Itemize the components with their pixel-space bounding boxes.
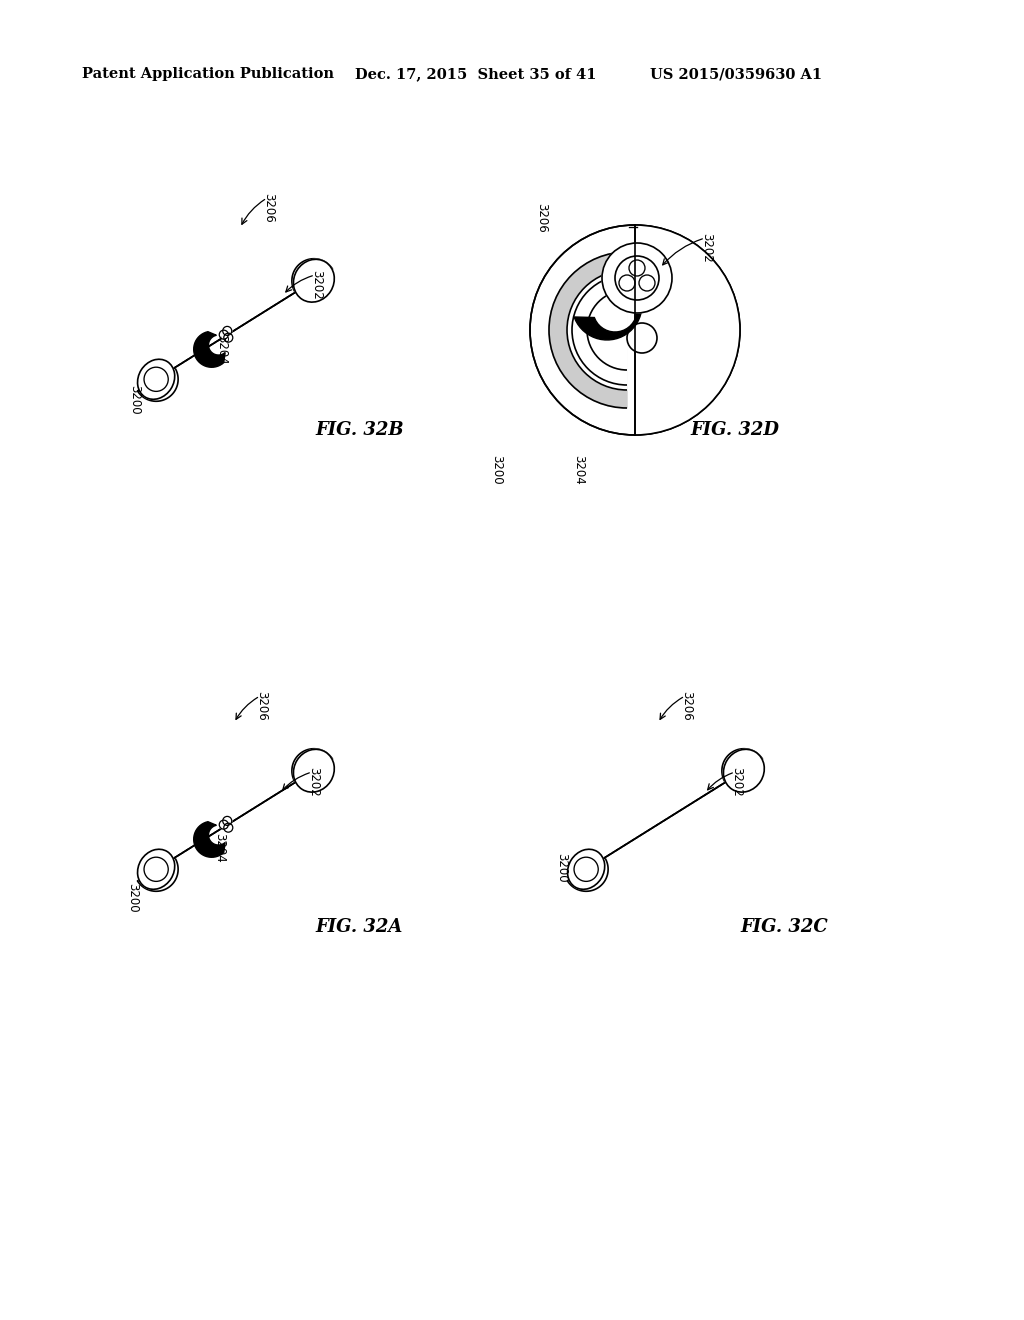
Polygon shape xyxy=(194,331,225,367)
Circle shape xyxy=(629,260,645,276)
Text: US 2015/0359630 A1: US 2015/0359630 A1 xyxy=(650,67,822,81)
Circle shape xyxy=(144,367,168,392)
Circle shape xyxy=(574,857,598,882)
Text: 3200: 3200 xyxy=(128,385,141,414)
Circle shape xyxy=(223,326,231,335)
Text: 3204: 3204 xyxy=(572,455,585,484)
Text: Patent Application Publication: Patent Application Publication xyxy=(82,67,334,81)
Polygon shape xyxy=(147,759,323,882)
Ellipse shape xyxy=(294,750,334,792)
Circle shape xyxy=(602,243,672,313)
Circle shape xyxy=(530,224,740,436)
Text: 3202: 3202 xyxy=(730,767,743,797)
Text: 3202: 3202 xyxy=(307,767,319,797)
Wedge shape xyxy=(587,290,627,370)
Text: 3206: 3206 xyxy=(535,203,548,232)
Polygon shape xyxy=(194,821,225,857)
Polygon shape xyxy=(567,748,763,891)
Ellipse shape xyxy=(567,849,605,890)
Circle shape xyxy=(219,330,228,339)
Text: 3200: 3200 xyxy=(555,853,568,883)
Text: 3202: 3202 xyxy=(310,271,323,300)
Text: 3202: 3202 xyxy=(700,234,713,263)
Circle shape xyxy=(219,820,228,829)
Text: FIG. 32A: FIG. 32A xyxy=(315,917,402,936)
Text: 3204: 3204 xyxy=(215,335,228,364)
Text: 3204: 3204 xyxy=(213,833,226,863)
Text: FIG. 32D: FIG. 32D xyxy=(690,421,779,440)
Circle shape xyxy=(545,248,709,412)
Polygon shape xyxy=(578,759,753,882)
Wedge shape xyxy=(635,226,739,434)
Ellipse shape xyxy=(294,259,334,302)
Text: FIG. 32C: FIG. 32C xyxy=(740,917,827,936)
Circle shape xyxy=(144,857,168,882)
Text: 3206: 3206 xyxy=(680,692,693,721)
Polygon shape xyxy=(574,305,642,341)
Polygon shape xyxy=(137,748,333,891)
Circle shape xyxy=(615,256,659,300)
Circle shape xyxy=(627,323,657,352)
Text: 3200: 3200 xyxy=(490,455,503,484)
Polygon shape xyxy=(147,269,323,391)
Text: 3206: 3206 xyxy=(255,692,268,721)
Circle shape xyxy=(224,333,232,342)
Text: Dec. 17, 2015  Sheet 35 of 41: Dec. 17, 2015 Sheet 35 of 41 xyxy=(355,67,597,81)
Text: 3200: 3200 xyxy=(126,883,139,913)
Text: 3206: 3206 xyxy=(262,193,275,223)
Wedge shape xyxy=(567,271,627,389)
Ellipse shape xyxy=(137,849,175,890)
Polygon shape xyxy=(137,259,333,401)
Circle shape xyxy=(639,275,655,290)
Text: FIG. 32B: FIG. 32B xyxy=(315,421,403,440)
Wedge shape xyxy=(549,252,627,408)
Circle shape xyxy=(618,275,635,290)
Ellipse shape xyxy=(723,750,764,792)
Circle shape xyxy=(224,824,232,832)
Circle shape xyxy=(223,816,231,825)
Wedge shape xyxy=(572,275,627,385)
Ellipse shape xyxy=(137,359,175,400)
